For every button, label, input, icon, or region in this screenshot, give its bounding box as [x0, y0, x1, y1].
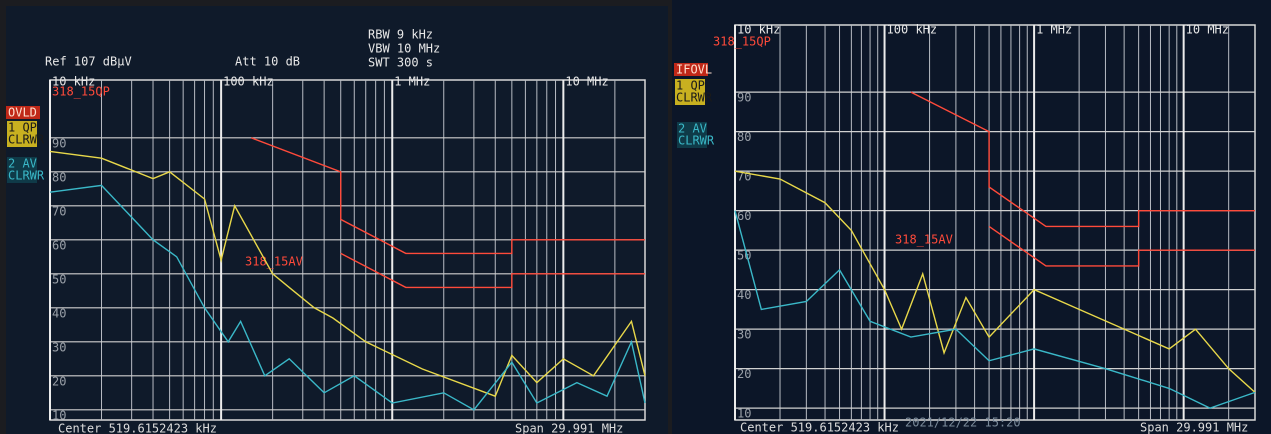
trace-mode: CLRWR [676, 91, 713, 105]
y-tick-label: 60 [737, 209, 751, 223]
trace-name: 1 QP [676, 79, 705, 93]
vbw-label: VBW 10 MHz [368, 42, 440, 56]
rbw-label: RBW 9 kHz [368, 28, 433, 42]
x-tick-label: 1 MHz [1036, 23, 1072, 37]
x-tick-label: 100 kHz [223, 75, 274, 89]
trace-label-box [675, 79, 705, 105]
y-tick-label: 10 [52, 408, 66, 422]
x-tick-label: 1 MHz [394, 75, 430, 89]
trace [49, 184, 646, 411]
att-label: Att 10 dB [235, 55, 300, 69]
center-label: Center 519.6152423 kHz [740, 421, 899, 434]
y-tick-label: 90 [52, 136, 66, 150]
y-tick-label: 30 [52, 340, 66, 354]
trace-label-box [7, 157, 37, 183]
x-tick-label: 10 kHz [52, 75, 95, 89]
y-tick-label: 90 [737, 91, 751, 105]
status-box [674, 63, 708, 76]
trace-name: 318_15AV [895, 233, 953, 247]
y-tick-label: 40 [52, 306, 66, 320]
trace-mode: CLRWR [8, 133, 45, 147]
trace-label-box [7, 121, 37, 147]
right-screen [672, 0, 1271, 434]
ref-label: Ref 107 dBµV [45, 55, 132, 69]
trace-mode: CLRWR [8, 169, 45, 183]
status-box [6, 106, 40, 119]
x-tick-label: 10 MHz [565, 75, 608, 89]
trace [49, 150, 646, 398]
x-tick-label: 100 kHz [887, 23, 938, 37]
y-tick-label: 50 [737, 249, 751, 263]
y-tick-label: 20 [52, 374, 66, 388]
trace-mode: CLRWR [678, 134, 715, 148]
y-tick-label: 50 [52, 272, 66, 286]
trace-name: 2 AV [8, 157, 37, 171]
trace [734, 170, 1256, 393]
status-label: IFOVL [676, 63, 712, 77]
trace [734, 210, 1256, 409]
y-tick-label: 70 [52, 204, 66, 218]
status-label: OVLD [8, 106, 37, 120]
y-tick-label: 20 [737, 367, 751, 381]
trace-name: 318_15QP [713, 35, 771, 49]
y-tick-label: 40 [737, 288, 751, 302]
trace-name: 2 AV [678, 122, 707, 136]
trace-label-box [677, 122, 707, 148]
y-tick-label: 60 [52, 238, 66, 252]
trace-name: 1 QP [8, 121, 37, 135]
left-screen [6, 6, 668, 434]
y-tick-label: 10 [737, 407, 751, 421]
trace [988, 225, 1255, 267]
y-tick-label: 80 [737, 130, 751, 144]
trace-name: 318_15AV [245, 255, 303, 269]
span-label: Span 29.991 MHz [1140, 421, 1248, 434]
trace [340, 252, 645, 289]
y-tick-label: 80 [52, 170, 66, 184]
x-tick-label: 10 kHz [737, 23, 780, 37]
swt-label: SWT 300 s [368, 56, 433, 70]
trace [910, 91, 1255, 228]
y-tick-label: 30 [737, 328, 751, 342]
trace [251, 137, 645, 255]
timestamp-label: 2021/12/22 15:20 [905, 416, 1021, 430]
trace-name: 318_15QP [52, 85, 110, 99]
center-label: Center 519.6152423 kHz [58, 422, 217, 434]
span-label: Span 29.991 MHz [515, 422, 623, 434]
x-tick-label: 10 MHz [1186, 23, 1229, 37]
